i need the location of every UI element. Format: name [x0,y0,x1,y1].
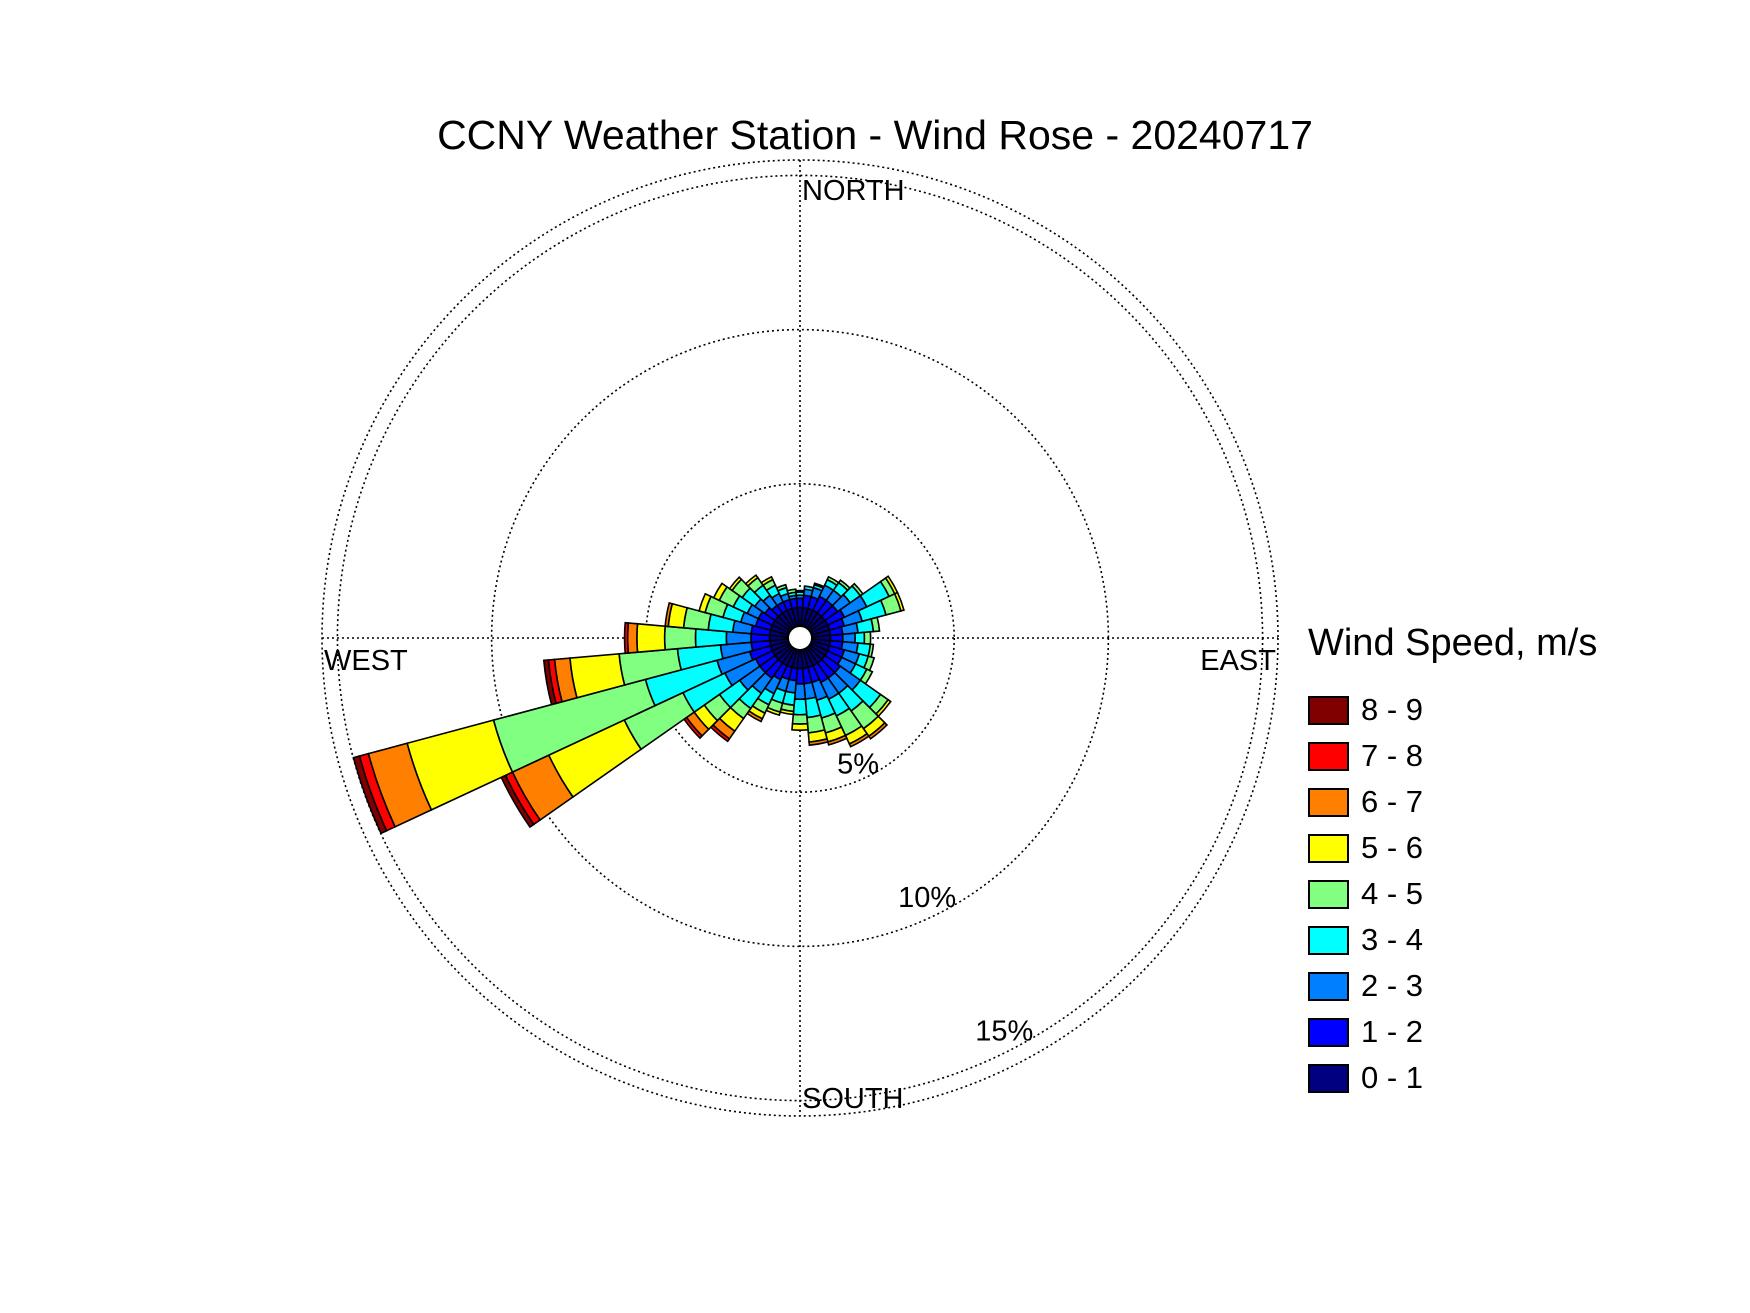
legend: Wind Speed, m/s 8 - 9 7 - 8 6 - 7 5 - 6 4 - … [1308,622,1597,1101]
legend-swatch [1308,695,1349,725]
legend-item: 8 - 9 [1308,687,1597,733]
sector-90-bin-3 [854,631,866,645]
sector-160-bin-6 [826,734,848,746]
chart-title: CCNY Weather Station - Wind Rose - 20240… [437,112,1313,158]
sector-180-bin-4 [791,713,809,725]
sector-70-bin-5 [893,591,905,612]
sector-270-bin-5 [636,622,667,654]
sector-310-bin-5 [728,576,743,592]
legend-title: Wind Speed, m/s [1308,622,1598,664]
legend-swatch [1308,787,1349,817]
legend-label: 7 - 8 [1361,738,1424,773]
sector-290-bin-5 [698,592,712,614]
legend-items: 8 - 9 7 - 8 6 - 7 5 - 6 4 - 5 3 - 4 2 - 3 1 - 2… [1308,687,1597,1101]
sector-280-bin-6 [664,601,674,628]
legend-label: 4 - 5 [1361,876,1424,911]
center-hole [787,625,813,651]
legend-swatch [1308,1017,1349,1047]
sector-180-bin-5 [791,722,809,731]
ring-label-10: 10% [898,882,956,914]
sector-350-bin-4 [786,588,797,595]
ring-label-15: 15% [975,1016,1033,1048]
legend-item: 5 - 6 [1308,825,1597,871]
legend-swatch [1308,741,1349,771]
sector-330-bin-5 [760,575,774,587]
axis-labels: NORTH SOUTH WEST EAST 5% 10% 15% [324,175,1276,1115]
west-label: WEST [324,645,408,677]
sector-270-bin-4 [663,625,697,651]
sector-300-bin-5 [712,582,729,602]
sector-90-bin-4 [863,630,872,646]
sector-270-bin-7 [623,621,630,655]
legend-label: 6 - 7 [1361,784,1424,819]
legend-item: 2 - 3 [1308,963,1597,1009]
sector-0-bin-4 [794,589,806,594]
legend-item: 7 - 8 [1308,733,1597,779]
sector-260-bin-8 [542,659,558,706]
legend-swatch [1308,971,1349,1001]
polar-grid [321,159,1279,1117]
legend-label: 1 - 2 [1361,1014,1424,1049]
legend-label: 8 - 9 [1361,692,1424,727]
east-label: EAST [1200,645,1276,677]
sector-170-bin-6 [808,737,829,747]
legend-item: 0 - 1 [1308,1055,1597,1101]
sector-340-bin-4 [775,583,788,592]
legend-swatch [1308,879,1349,909]
north-label: NORTH [802,175,905,207]
sector-180-bin-3 [792,698,808,716]
legend-item: 6 - 7 [1308,779,1597,825]
south-label: SOUTH [802,1083,904,1115]
wind-sectors [352,574,905,835]
legend-label: 0 - 1 [1361,1060,1424,1095]
sector-250-bin-8 [352,755,388,835]
legend-swatch [1308,1063,1349,1093]
sector-80-bin-4 [870,616,881,633]
legend-item: 1 - 2 [1308,1009,1597,1055]
sector-270-bin-6 [626,622,639,654]
ring-5 [645,483,955,793]
legend-item: 3 - 4 [1308,917,1597,963]
sector-320-bin-5 [744,574,759,588]
legend-label: 5 - 6 [1361,830,1424,865]
legend-swatch [1308,925,1349,955]
sector-150-bin-6 [848,732,870,748]
legend-swatch [1308,833,1349,863]
legend-label: 2 - 3 [1361,968,1424,1003]
legend-item: 4 - 5 [1308,871,1597,917]
ring-label-5: 5% [837,749,879,781]
legend-label: 3 - 4 [1361,922,1424,957]
sector-140-bin-6 [867,721,889,740]
